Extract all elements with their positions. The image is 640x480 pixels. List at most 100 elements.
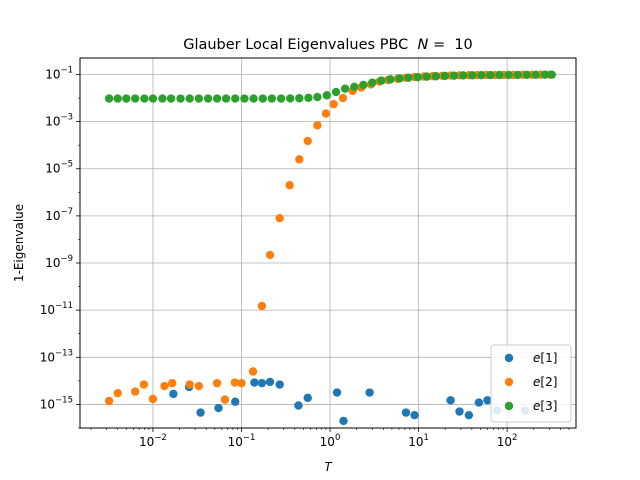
data-point xyxy=(404,73,413,82)
data-point xyxy=(483,396,492,405)
data-point xyxy=(368,78,377,87)
legend-marker xyxy=(504,401,514,411)
data-point xyxy=(401,408,411,417)
data-point xyxy=(486,70,495,80)
data-point xyxy=(169,389,178,399)
chart-title-prefix: Glauber Local Eigenvalues PBC xyxy=(183,37,417,53)
data-point xyxy=(249,94,258,103)
data-point xyxy=(321,109,331,118)
x-tick-label: 101 xyxy=(408,433,429,449)
data-point xyxy=(531,70,541,79)
chart-title-variable: N xyxy=(417,37,428,53)
data-point xyxy=(495,70,504,80)
data-point xyxy=(130,387,140,396)
x-tick-label: 100 xyxy=(320,433,341,449)
legend: e[1] e[2] e[3] xyxy=(490,344,572,423)
data-point xyxy=(194,381,204,391)
x-tick-label: 10−2 xyxy=(139,433,167,449)
data-point xyxy=(231,94,240,103)
data-point xyxy=(185,380,194,389)
y-tick-label: 10−1 xyxy=(45,65,73,81)
data-point xyxy=(365,388,374,397)
data-point xyxy=(220,395,230,404)
data-point xyxy=(540,70,550,79)
data-point xyxy=(275,213,284,223)
data-point xyxy=(196,408,205,417)
data-point xyxy=(386,75,395,84)
data-point xyxy=(431,72,441,81)
data-point xyxy=(203,94,213,103)
y-tick-label: 10−5 xyxy=(45,160,73,176)
data-point xyxy=(148,94,158,103)
legend-label: e[1] xyxy=(533,351,557,365)
data-point xyxy=(231,397,240,406)
data-point xyxy=(185,94,194,103)
legend-label: e[2] xyxy=(533,375,557,389)
data-point xyxy=(139,380,149,389)
plot-frame xyxy=(79,57,577,429)
y-tick-label: 10−3 xyxy=(45,113,73,129)
data-point xyxy=(322,91,332,100)
data-point xyxy=(468,71,477,80)
data-point xyxy=(214,403,223,413)
data-point xyxy=(464,410,474,420)
data-point xyxy=(329,99,338,109)
data-point xyxy=(422,72,432,81)
data-point xyxy=(449,71,459,80)
series-e[3] xyxy=(104,70,557,103)
legend-marker xyxy=(504,377,514,387)
data-point xyxy=(250,378,259,387)
data-point xyxy=(522,70,532,79)
data-point xyxy=(248,367,258,376)
chart-title: Glauber Local Eigenvalues PBC N = 10 xyxy=(183,37,473,53)
data-point xyxy=(113,388,122,398)
data-point xyxy=(295,155,304,164)
y-tick-label: 10−15 xyxy=(40,395,73,411)
data-point xyxy=(340,84,350,93)
chart-title-suffix: = 10 xyxy=(428,37,472,53)
x-tick-label: 10−1 xyxy=(228,433,256,449)
data-point xyxy=(237,378,246,388)
data-point xyxy=(130,94,140,103)
data-point xyxy=(377,76,386,85)
data-point xyxy=(140,94,149,103)
data-point xyxy=(267,94,277,103)
data-point xyxy=(338,93,348,103)
data-point xyxy=(339,416,348,426)
legend-label: e[3] xyxy=(533,399,557,413)
data-point xyxy=(304,93,313,103)
data-point xyxy=(332,388,342,397)
y-tick-label: 10−7 xyxy=(45,207,73,223)
legend-box xyxy=(490,344,572,423)
data-point xyxy=(275,380,284,389)
data-point xyxy=(350,82,359,91)
data-point xyxy=(148,394,158,404)
data-point xyxy=(413,72,422,82)
data-point xyxy=(230,378,239,387)
data-point xyxy=(168,378,177,388)
data-point xyxy=(513,70,522,80)
data-point xyxy=(458,71,468,80)
data-point xyxy=(265,377,275,387)
data-point xyxy=(410,410,419,420)
data-point xyxy=(212,378,222,388)
series-e[1] xyxy=(169,377,530,426)
data-point xyxy=(258,94,267,103)
axis-ticks: 10−2 10−1 100 101 102 10−15 10−13 10−11 10−9 10−7… xyxy=(40,65,570,449)
data-point xyxy=(176,94,185,103)
data-point xyxy=(113,94,122,103)
data-point xyxy=(276,94,286,103)
data-point xyxy=(446,396,455,405)
data-point xyxy=(265,250,275,260)
data-point xyxy=(395,74,404,83)
x-axis-label: T xyxy=(324,460,333,474)
y-tick-label: 10−13 xyxy=(40,348,73,364)
data-point xyxy=(221,94,231,103)
data-point xyxy=(286,94,295,103)
data-point xyxy=(455,407,464,416)
data-point xyxy=(240,94,249,103)
data-point xyxy=(212,94,222,103)
data-point xyxy=(547,70,557,79)
y-tick-label: 10−11 xyxy=(40,301,73,317)
